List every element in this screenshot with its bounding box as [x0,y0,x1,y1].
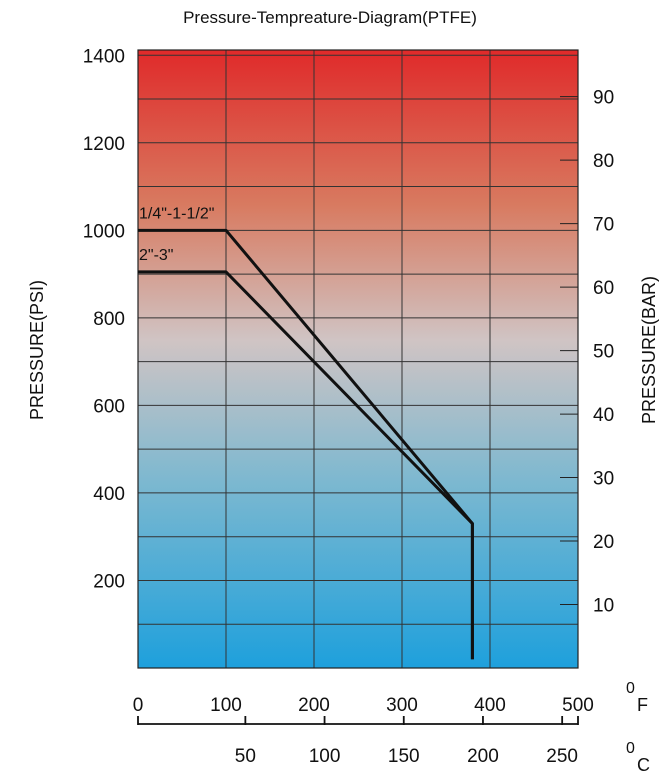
chart-title: Pressure-Tempreature-Diagram(PTFE) [183,8,477,27]
y-tick-label-right: 40 [593,405,614,426]
y-tick-label-left: 800 [93,309,125,330]
x-tick-label-fahrenheit: 0 [133,695,144,716]
y-axis-right-label: PRESSURE(BAR) [639,276,659,424]
y-axis-left: 200 400 600 800 1000 1200 1400 [83,46,125,592]
x-tick-label-celsius: 250 [546,746,578,767]
y-tick-label-left: 1200 [83,134,125,155]
y-tick-label-right: 20 [593,532,614,553]
y-tick-label-right: 60 [593,278,614,299]
x-tick-label-fahrenheit: 300 [386,695,418,716]
y-tick-label-left: 1000 [83,221,125,242]
x-unit-f-degree: 0 [626,680,635,697]
y-tick-label-right: 90 [593,88,614,109]
x-tick-label-celsius: 200 [467,746,499,767]
x-unit-c-label: C [637,755,650,775]
y-tick-label-left: 400 [93,484,125,505]
x-tick-label-fahrenheit: 200 [298,695,330,716]
x-tick-label-celsius: 150 [388,746,420,767]
x-tick-label-fahrenheit: 500 [562,695,594,716]
y-tick-label-right: 10 [593,596,614,617]
x-unit-f-label: F [637,695,648,715]
y-tick-label-left: 600 [93,396,125,417]
y-tick-label-left: 1400 [83,46,125,67]
series-lines: 1/4"-1-1/2" 2"-3" [138,205,474,660]
plot-area [138,50,578,668]
x-tick-label-celsius: 50 [235,746,256,767]
y-tick-label-left: 200 [93,571,125,592]
y-tick-label-right: 50 [593,342,614,363]
plot-frame [137,49,579,669]
x-tick-label-fahrenheit: 400 [474,695,506,716]
y-tick-label-right: 80 [593,151,614,172]
x-tick-label-celsius: 100 [309,746,341,767]
x-axis-celsius: 50 100 150 200 250 [137,716,579,767]
x-tick-label-fahrenheit: 100 [210,695,242,716]
y-tick-label-right: 30 [593,469,614,490]
y-tick-label-right: 70 [593,215,614,236]
x-axis-fahrenheit: 0 100 200 300 400 500 [133,695,594,716]
y-axis-right: 10 20 30 40 50 60 70 80 90 [560,88,614,617]
y-axis-left-label: PRESSURE(PSI) [27,280,47,420]
series-label: 1/4"-1-1/2" [139,205,214,222]
series-label: 2"-3" [139,247,173,264]
series-line [138,270,474,660]
x-unit-c-degree: 0 [626,740,635,757]
